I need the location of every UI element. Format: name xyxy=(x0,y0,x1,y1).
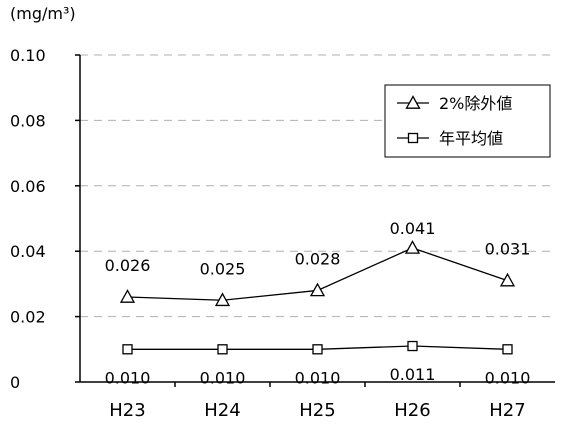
square-marker xyxy=(407,132,419,144)
data-label: 0.025 xyxy=(200,259,246,278)
triangle-marker xyxy=(404,240,421,254)
data-label: 0.010 xyxy=(295,368,341,387)
y-tick-label: 0.02 xyxy=(10,308,46,327)
x-tick-label: H25 xyxy=(299,400,335,421)
data-label: 0.010 xyxy=(485,368,531,387)
legend-item-2: 年平均値 xyxy=(397,129,503,148)
square-marker xyxy=(407,340,418,352)
triangle-marker xyxy=(214,292,231,307)
triangle-marker xyxy=(309,282,326,297)
y-tick-label: 0.06 xyxy=(10,177,46,196)
x-tick-label: H23 xyxy=(109,400,145,421)
y-axis-unit-label: (mg/m³) xyxy=(10,4,76,23)
square-marker xyxy=(122,344,133,355)
data-label: 0.026 xyxy=(105,256,151,275)
triangle-marker xyxy=(405,95,421,109)
data-label: 0.031 xyxy=(485,240,531,259)
x-tick-label: H24 xyxy=(204,400,240,421)
legend-label: 年平均値 xyxy=(439,129,503,148)
x-tick-label: H26 xyxy=(394,400,430,421)
triangle-marker xyxy=(499,272,516,287)
data-label: 0.028 xyxy=(295,249,341,268)
legend-item-1: 2%除外値 xyxy=(397,94,512,113)
x-tick-labels: H23 H24 H25 H26 H27 xyxy=(109,400,525,421)
data-label: 0.010 xyxy=(105,368,151,387)
data-label: 0.041 xyxy=(390,219,436,238)
y-tick-label: 0.04 xyxy=(10,242,46,261)
y-tick-label: 0.08 xyxy=(10,111,46,130)
series-2: 0.010 0.010 0.010 0.011 0.010 xyxy=(105,340,531,387)
data-label: 0.011 xyxy=(390,365,436,384)
triangle-marker xyxy=(119,289,136,303)
square-marker xyxy=(502,344,513,355)
y-tick-label: 0.10 xyxy=(10,46,46,65)
y-tick-labels: 0 0.02 0.04 0.06 0.08 0.10 xyxy=(10,46,46,392)
square-marker xyxy=(312,344,323,355)
legend-label: 2%除外値 xyxy=(439,94,512,113)
square-marker xyxy=(217,344,228,355)
series-1: 0.026 0.025 0.028 0.041 0.031 xyxy=(105,219,531,307)
axes xyxy=(75,54,555,387)
x-tick-label: H27 xyxy=(489,400,525,421)
y-tick-label: 0 xyxy=(10,373,20,392)
data-label: 0.010 xyxy=(200,368,246,387)
